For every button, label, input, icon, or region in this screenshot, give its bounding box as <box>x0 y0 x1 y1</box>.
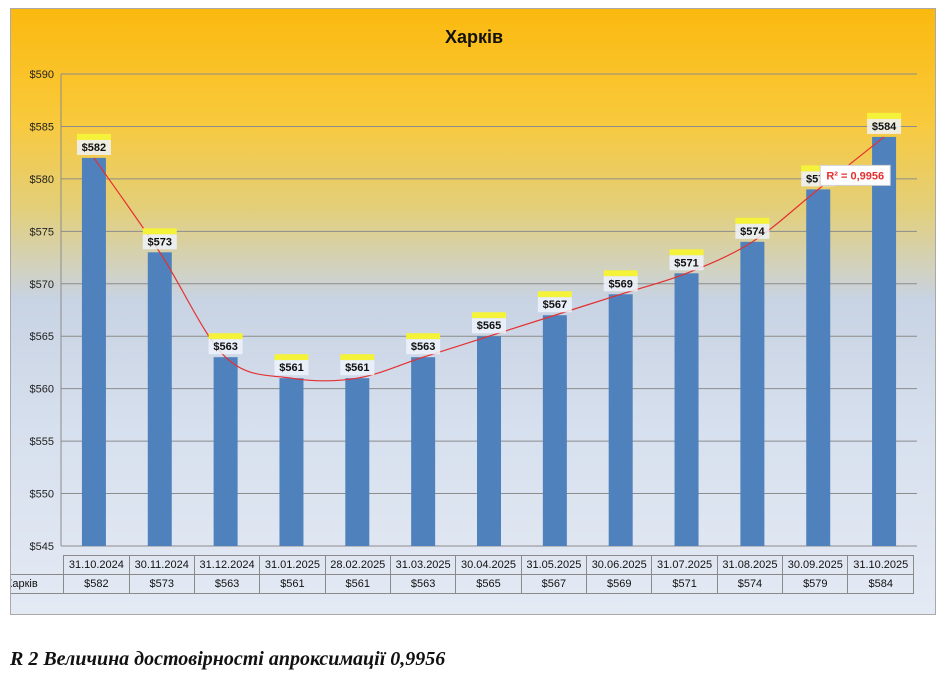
data-label-highlight <box>603 270 638 277</box>
data-label-highlight <box>669 249 704 256</box>
data-label: $573 <box>148 236 172 248</box>
data-table-category: 31.07.2025 <box>651 555 718 575</box>
data-label-highlight <box>406 333 441 340</box>
data-table-category: 30.11.2024 <box>128 555 195 575</box>
data-label: $565 <box>477 320 501 332</box>
bar <box>477 336 501 546</box>
data-label-background <box>76 139 111 155</box>
figure-caption: R 2 Величина достовірності апроксимації … <box>10 648 446 670</box>
data-label-highlight <box>867 112 902 119</box>
y-tick-label: $560 <box>30 384 54 396</box>
data-table-value: $573 <box>128 574 195 594</box>
data-label-background <box>537 297 572 313</box>
data-table-value: $569 <box>586 574 653 594</box>
y-tick-label: $545 <box>30 541 54 553</box>
y-tick-label: $570 <box>30 279 54 291</box>
bar <box>279 378 304 546</box>
y-tick-label: $585 <box>30 121 54 133</box>
y-tick-label: $565 <box>30 331 54 343</box>
data-table-series-label: Харків <box>11 574 65 594</box>
data-label-background <box>406 339 441 355</box>
data-table-category: 31.12.2024 <box>193 555 261 575</box>
data-label: $567 <box>543 299 567 311</box>
data-table-category: 31.01.2025 <box>259 555 326 575</box>
data-table-value: $561 <box>324 574 391 594</box>
y-tick-label: $580 <box>30 174 54 186</box>
data-label: $561 <box>345 362 369 374</box>
data-label-highlight <box>340 354 375 361</box>
data-label-highlight <box>76 133 111 140</box>
data-table-value: $574 <box>716 574 784 594</box>
data-label-background <box>603 276 638 292</box>
data-table-value: $563 <box>193 574 261 594</box>
data-label-highlight <box>537 291 572 298</box>
data-label: $571 <box>674 257 698 269</box>
data-label-background <box>735 223 770 239</box>
data-table-category: 30.06.2025 <box>586 555 653 575</box>
data-label-background <box>472 318 506 334</box>
r-squared-label: R² = 0,9956 <box>826 170 884 182</box>
y-tick-label: $550 <box>30 489 54 501</box>
data-label-highlight <box>472 312 506 319</box>
data-label-highlight <box>735 217 770 224</box>
bar <box>81 157 106 546</box>
data-label: $561 <box>279 362 303 374</box>
r-squared-box <box>819 164 891 186</box>
data-table-category: 28.02.2025 <box>324 555 391 575</box>
data-label-highlight <box>274 354 309 361</box>
data-label-background <box>142 234 177 250</box>
data-table-value: $582 <box>63 574 130 594</box>
data-table-category: 30.04.2025 <box>455 555 522 575</box>
bar <box>872 136 897 546</box>
data-label: $569 <box>608 278 632 290</box>
data-table-value: $563 <box>389 574 457 594</box>
data-label-background <box>340 360 375 376</box>
data-table-category: 31.03.2025 <box>389 555 457 575</box>
data-label: $582 <box>82 142 106 154</box>
bar <box>542 315 567 546</box>
data-label-background <box>274 360 309 376</box>
data-table-corner <box>11 555 65 575</box>
data-label-background <box>208 339 243 355</box>
bar <box>740 241 765 547</box>
data-table-header-row: 31.10.2024 30.11.2024 31.12.2024 31.01.2025… <box>11 555 914 575</box>
data-table: 31.10.2024 30.11.2024 31.12.2024 31.01.2025… <box>11 555 914 594</box>
data-table-category: 30.09.2025 <box>782 555 849 575</box>
data-label-background <box>669 255 704 271</box>
y-tick-label: $555 <box>30 436 54 448</box>
data-table-value: $584 <box>847 574 914 594</box>
data-table-category: 31.10.2024 <box>63 555 130 575</box>
data-label: $584 <box>872 121 897 133</box>
data-table-value: $579 <box>782 574 849 594</box>
chart-title: Харків <box>444 27 504 47</box>
data-label: $574 <box>740 226 765 238</box>
chart-area: $545 $550 $555 $560 $565 $570 $575 $580 $585 $590… <box>10 8 936 615</box>
data-label-highlight <box>801 165 836 172</box>
bar <box>147 252 172 547</box>
bar <box>345 378 370 546</box>
bar <box>806 189 831 546</box>
chart-plot: $545 $550 $555 $560 $565 $570 $575 $580 $585 $590… <box>30 69 917 553</box>
data-table-category: 31.08.2025 <box>716 555 784 575</box>
data-table-value: $567 <box>520 574 588 594</box>
data-table-value: $571 <box>651 574 718 594</box>
bar <box>608 294 633 546</box>
data-table-values-row: Харків $582$573$563$561$561$563$565$567$… <box>11 574 914 594</box>
legend-series-name: Харків <box>11 578 38 590</box>
data-label: $563 <box>411 341 435 353</box>
data-table-value: $565 <box>455 574 522 594</box>
bar <box>213 357 238 546</box>
y-tick-label: $575 <box>30 226 54 238</box>
data-table-category: 31.05.2025 <box>520 555 588 575</box>
data-table-value: $561 <box>259 574 326 594</box>
data-table-category: 31.10.2025 <box>847 555 914 575</box>
data-label: $563 <box>213 341 237 353</box>
data-label-highlight <box>208 333 243 340</box>
y-tick-label: $590 <box>30 69 54 81</box>
bar <box>411 357 436 546</box>
data-label-background <box>867 118 902 134</box>
bar <box>674 273 699 546</box>
data-label-highlight <box>142 228 177 235</box>
